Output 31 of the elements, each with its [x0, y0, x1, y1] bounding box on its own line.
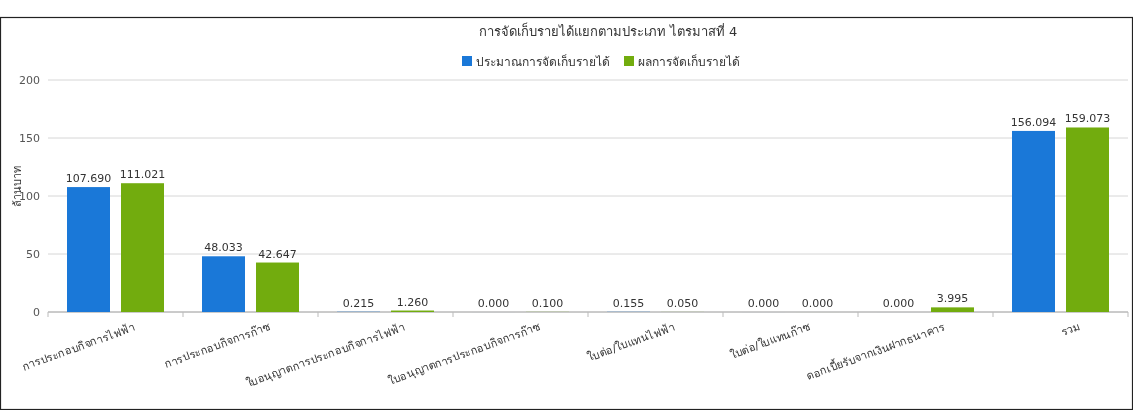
data-label: 111.021 — [119, 168, 166, 182]
data-label: 0.000 — [747, 297, 780, 310]
y-tick-label: 200 — [19, 74, 40, 87]
y-tick-label: 150 — [19, 132, 40, 145]
x-tick-label: รวม — [1059, 320, 1082, 340]
data-label: 107.690 — [65, 172, 112, 186]
legend-label: ผลการจัดเก็บรายได้ — [638, 54, 740, 69]
bar — [1066, 127, 1109, 312]
data-label: 42.647 — [258, 247, 297, 261]
bar — [121, 183, 164, 312]
bar — [256, 262, 299, 312]
data-label: 156.094 — [1010, 115, 1057, 129]
chart-title: การจัดเก็บรายได้แยกตามประเภท ไตรมาสที่ 4 — [478, 22, 738, 39]
data-label: 0.155 — [612, 296, 645, 310]
bar — [1012, 130, 1055, 312]
data-label: 0.100 — [531, 296, 564, 310]
bar — [931, 307, 974, 312]
data-label: 0.000 — [477, 297, 510, 310]
data-label: 1.260 — [396, 295, 429, 309]
data-label: 3.995 — [936, 292, 969, 306]
data-label: 0.215 — [342, 296, 375, 310]
data-label: 0.000 — [801, 297, 834, 310]
data-label: 0.000 — [882, 297, 915, 310]
data-label: 48.033 — [204, 241, 243, 255]
bar — [202, 256, 245, 312]
y-tick-label: 0 — [33, 306, 40, 319]
bar — [67, 187, 110, 312]
data-label: 0.050 — [666, 296, 699, 310]
data-label: 159.073 — [1064, 112, 1111, 126]
y-tick-label: 50 — [26, 248, 40, 261]
legend-label: ประมาณการจัดเก็บรายได้ — [476, 54, 610, 69]
